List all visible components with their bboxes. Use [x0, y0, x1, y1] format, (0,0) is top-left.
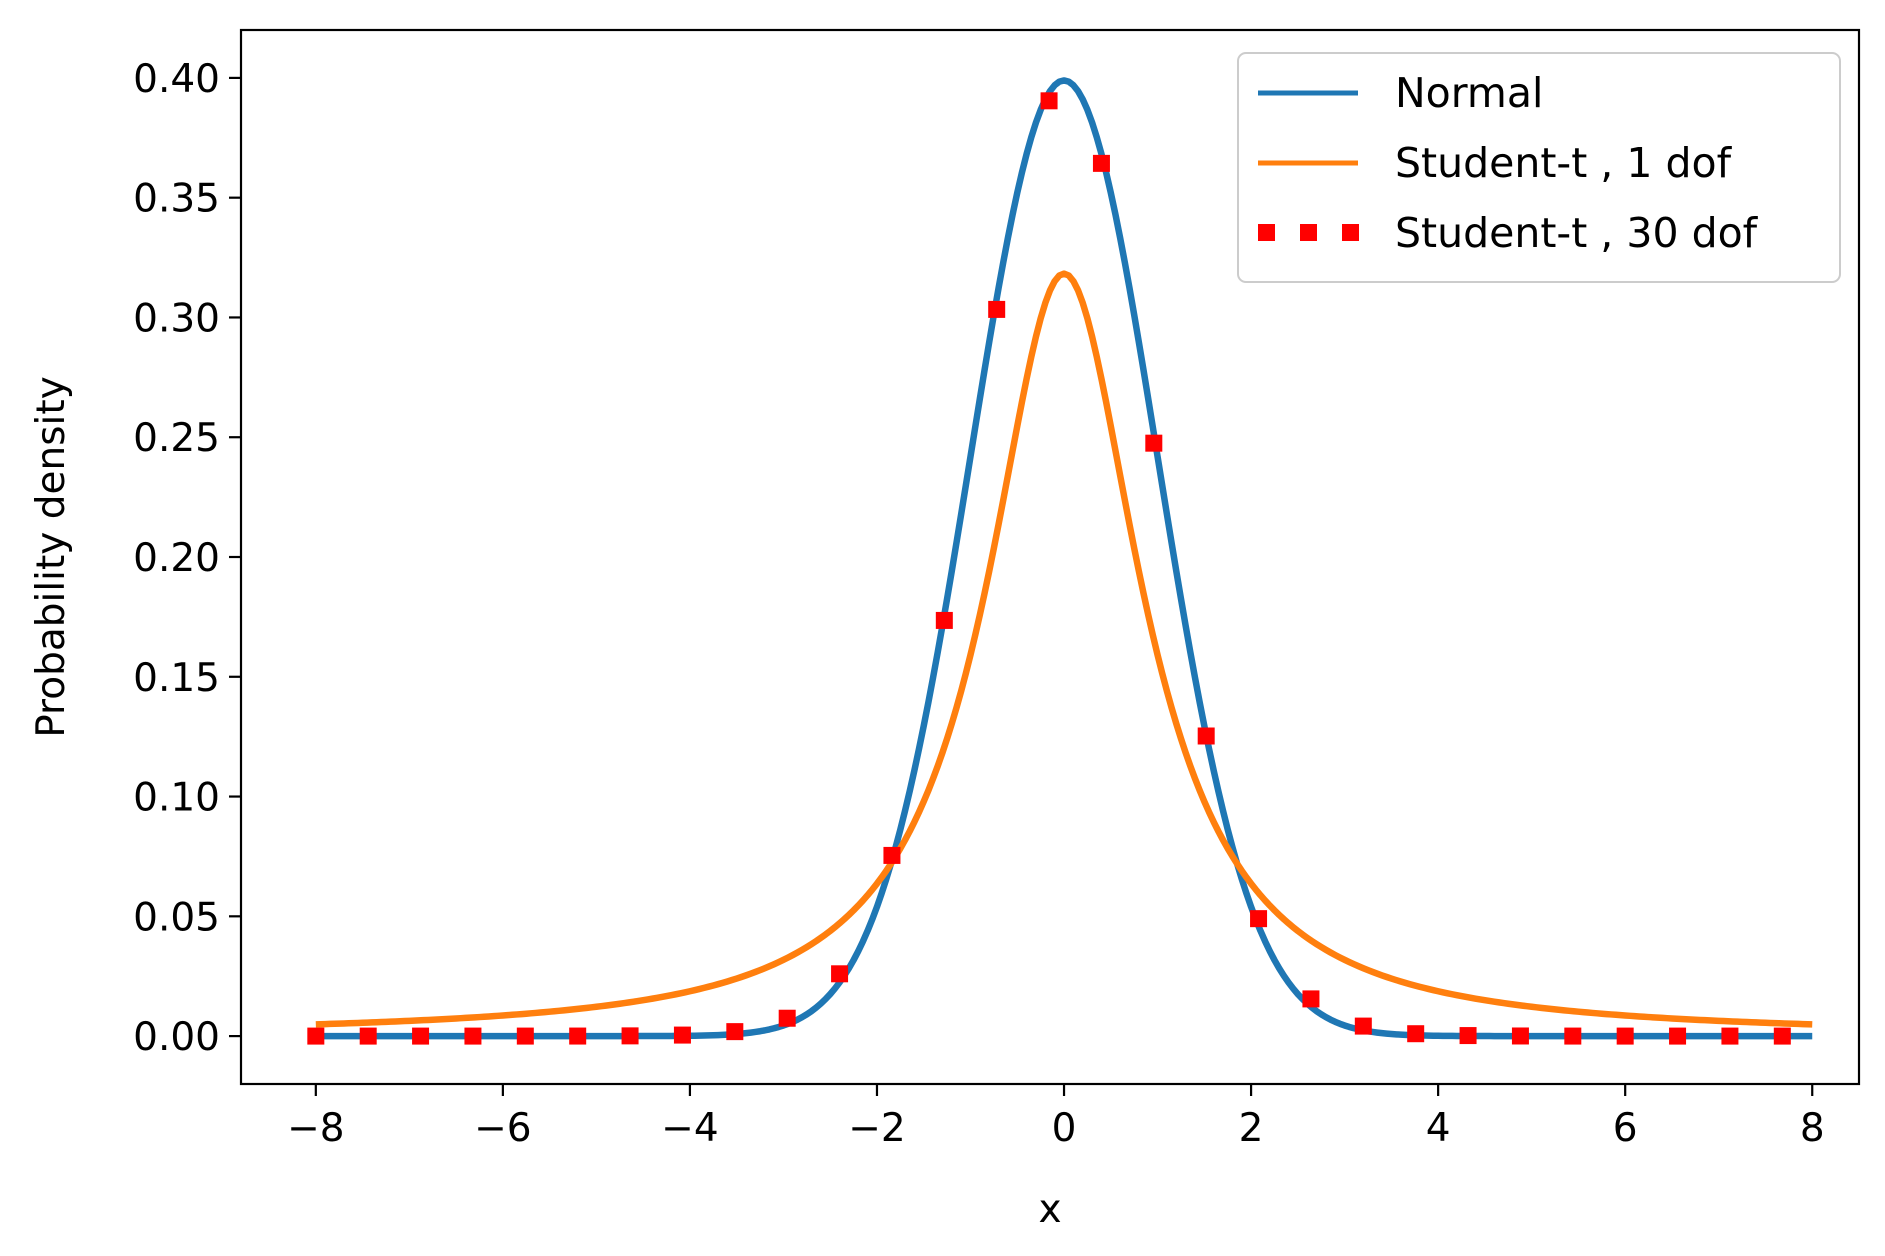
data-point — [1354, 1017, 1372, 1035]
x-tick-label: 8 — [1800, 1106, 1825, 1151]
y-tick-label: 0.20 — [133, 536, 220, 581]
y-axis: 0.00 0.05 0.10 0.15 0.20 0.25 0.30 0.35 0.40 — [133, 57, 241, 1060]
x-tick-label: 6 — [1613, 1106, 1638, 1151]
data-point — [1407, 1025, 1425, 1043]
data-point — [1145, 434, 1163, 452]
y-tick-label: 0.10 — [133, 776, 220, 821]
x-tick-label: −8 — [287, 1106, 345, 1151]
y-tick-label: 0.35 — [133, 177, 220, 222]
y-tick-label: 0.30 — [133, 296, 220, 341]
data-point — [1564, 1027, 1582, 1045]
legend-item-student-t-1-dof: Student-t , 1 dof — [1258, 139, 1733, 187]
data-point — [726, 1023, 744, 1041]
series-student-t-30-dof — [307, 92, 1791, 1045]
data-point — [1040, 92, 1058, 110]
y-tick-label: 0.05 — [133, 895, 220, 940]
data-point — [307, 1027, 325, 1045]
series-line-normal — [315, 77, 1813, 1040]
data-point — [778, 1009, 796, 1027]
legend-swatch-marker — [1300, 224, 1317, 241]
data-point — [1669, 1027, 1687, 1045]
data-point — [569, 1027, 587, 1045]
x-tick-label: 0 — [1052, 1106, 1077, 1151]
x-tick-label: 4 — [1426, 1106, 1451, 1151]
data-point — [1250, 910, 1268, 928]
x-tick-label: −4 — [661, 1106, 719, 1151]
legend-label-student-t-1-dof: Student-t , 1 dof — [1395, 139, 1733, 187]
legend-swatch-marker — [1342, 224, 1359, 241]
data-point — [1302, 990, 1320, 1008]
y-tick-label: 0.15 — [133, 656, 220, 701]
legend-swatch-marker — [1258, 224, 1275, 241]
data-point — [516, 1027, 534, 1045]
data-point — [412, 1027, 430, 1045]
legend-label-normal: Normal — [1395, 69, 1543, 117]
data-point — [673, 1026, 691, 1044]
data-point — [1511, 1027, 1529, 1045]
data-point — [1092, 154, 1110, 172]
x-tick-label: −2 — [848, 1106, 906, 1151]
legend-label-student-t-30-dof: Student-t , 30 dof — [1395, 209, 1759, 257]
data-point — [883, 846, 901, 864]
legend-item-student-t-30-dof: Student-t , 30 dof — [1258, 209, 1759, 257]
y-tick-label: 0.40 — [133, 57, 220, 102]
data-point — [1773, 1027, 1791, 1045]
data-point — [359, 1027, 377, 1045]
data-point — [1197, 727, 1215, 745]
data-point — [935, 611, 953, 629]
data-point — [1721, 1027, 1739, 1045]
series-layer — [307, 77, 1813, 1045]
legend: Normal Student-t , 1 dof Student-t , 30 … — [1237, 52, 1841, 283]
x-tick-label: −6 — [474, 1106, 532, 1151]
x-tick-label: 2 — [1239, 1106, 1264, 1151]
data-point — [464, 1027, 482, 1045]
data-point — [621, 1027, 639, 1045]
x-axis: −8 −6 −4 −2 0 2 4 6 8 — [287, 1084, 1825, 1151]
legend-box — [1237, 52, 1841, 283]
data-point — [831, 965, 849, 983]
data-point — [1459, 1027, 1477, 1045]
y-axis-label: Probability density — [29, 376, 74, 738]
y-tick-label: 0.25 — [133, 416, 220, 461]
legend-item-normal: Normal — [1258, 69, 1543, 117]
x-axis-label: x — [1038, 1187, 1061, 1232]
series-line-student-t-1-dof — [315, 270, 1813, 1028]
data-point — [1616, 1027, 1634, 1045]
y-tick-label: 0.00 — [133, 1015, 220, 1060]
data-point — [988, 300, 1006, 318]
